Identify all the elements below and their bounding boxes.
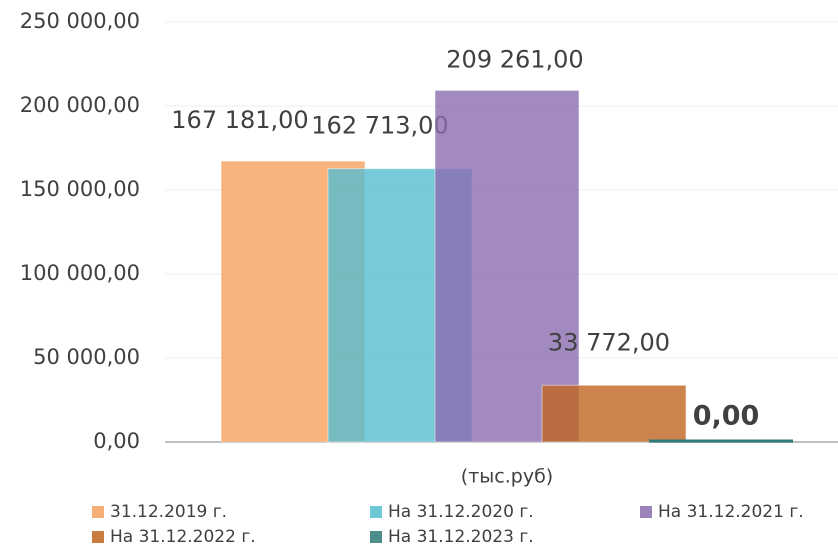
legend-label: На 31.12.2022 г. — [110, 527, 256, 547]
value-label: 0,00 — [693, 401, 760, 432]
legend-swatch — [370, 531, 382, 543]
value-label: 33 772,00 — [548, 328, 670, 356]
legend-swatch — [370, 506, 382, 518]
legend-swatch — [92, 531, 104, 543]
legend-label: На 31.12.2023 г. — [388, 527, 534, 547]
bar — [434, 89, 580, 443]
bar — [541, 384, 687, 443]
legend-swatch — [92, 506, 104, 518]
value-label: 167 181,00 — [171, 106, 308, 134]
legend-label: На 31.12.2020 г. — [388, 502, 534, 522]
y-tick-label: 200 000,00 — [20, 93, 140, 117]
legend-label: На 31.12.2021 г. — [658, 502, 804, 522]
y-tick-label: 100 000,00 — [20, 261, 140, 285]
y-tick-label: 250 000,00 — [20, 9, 140, 33]
y-tick-label: 0,00 — [93, 429, 140, 453]
y-tick-label: 150 000,00 — [20, 177, 140, 201]
legend-label: 31.12.2019 г. — [110, 502, 227, 522]
x-tick-label: (тыс.руб) — [461, 466, 553, 488]
value-label: 162 713,00 — [311, 112, 448, 140]
legend-swatch — [640, 506, 652, 518]
y-tick-label: 50 000,00 — [33, 345, 140, 369]
value-label: 209 261,00 — [446, 45, 583, 73]
